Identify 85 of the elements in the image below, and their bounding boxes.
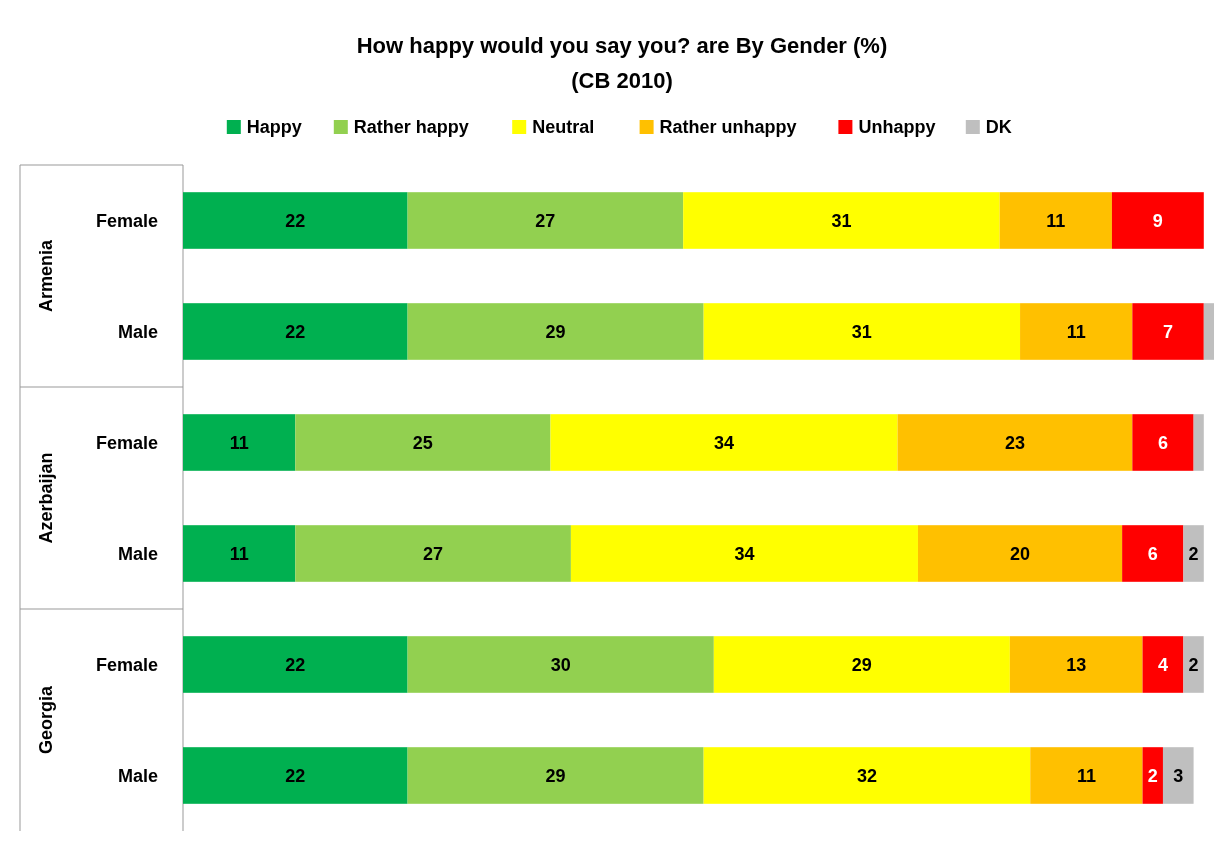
- bar: [917, 525, 1123, 582]
- bar: [1193, 414, 1204, 471]
- bar: [1142, 747, 1163, 804]
- y-tick-label: Female: [95, 432, 158, 453]
- bar: [295, 525, 571, 582]
- bar: [295, 414, 551, 471]
- y-tick-label: Female: [95, 210, 158, 231]
- bar: [1183, 636, 1204, 693]
- bar: [1020, 303, 1133, 360]
- data-label: 22: [285, 654, 306, 675]
- data-label: 31: [851, 321, 872, 342]
- y-tick-label: Male: [117, 321, 158, 342]
- data-label: 11: [229, 543, 249, 564]
- bar: [1183, 525, 1204, 582]
- data-label: 9: [1152, 210, 1163, 231]
- data-label: 4: [1157, 654, 1168, 675]
- data-label: 25: [412, 432, 433, 453]
- y-tick-label: Male: [117, 543, 158, 564]
- bar: [570, 525, 918, 582]
- data-label: 29: [851, 654, 872, 675]
- data-label: 29: [545, 321, 566, 342]
- y-tick-label: Male: [117, 765, 158, 786]
- data-label: 20: [1010, 543, 1031, 564]
- legend-label: Rather unhappy: [659, 117, 797, 138]
- bar: [183, 303, 408, 360]
- bar: [550, 414, 898, 471]
- data-label: 22: [285, 210, 306, 231]
- bar: [407, 192, 684, 249]
- data-label: 27: [423, 543, 444, 564]
- data-label: 6: [1147, 543, 1158, 564]
- bar: [1132, 303, 1204, 360]
- text: Armenia: [36, 239, 57, 313]
- bar: [1122, 525, 1184, 582]
- data-label: 29: [545, 765, 566, 786]
- data-label: 34: [734, 543, 755, 564]
- data-label: 22: [285, 765, 306, 786]
- text: Azerbaijan: [36, 452, 57, 544]
- bar: [1142, 636, 1184, 693]
- data-label: 30: [550, 654, 571, 675]
- data-label: 31: [831, 210, 852, 231]
- data-label: 2: [1188, 654, 1199, 675]
- data-label: 13: [1066, 654, 1087, 675]
- data-label: 11: [1046, 210, 1066, 231]
- data-label: 2: [1147, 765, 1158, 786]
- bar: [407, 636, 714, 693]
- data-label: 22: [285, 321, 306, 342]
- data-label: 7: [1163, 321, 1174, 342]
- data-label: 32: [856, 765, 877, 786]
- bar: [407, 747, 704, 804]
- bar: [183, 636, 408, 693]
- legend-label: Rather happy: [353, 117, 469, 138]
- data-label: 2: [1188, 543, 1199, 564]
- bar: [703, 303, 1021, 360]
- y-tick-label: Female: [95, 654, 158, 675]
- bar: [1162, 747, 1194, 804]
- bar: [897, 414, 1133, 471]
- data-label: 11: [1076, 765, 1096, 786]
- legend-label: DK: [985, 117, 1012, 138]
- bar: [407, 303, 704, 360]
- data-label: 3: [1173, 765, 1184, 786]
- bar: [183, 525, 296, 582]
- bar: [1030, 747, 1143, 804]
- bar: [1203, 303, 1214, 360]
- data-label: 27: [535, 210, 556, 231]
- bar: [183, 414, 296, 471]
- chart-title: How happy would you say you? are By Gender (%): [356, 32, 888, 58]
- bar: [683, 192, 1000, 249]
- bar: [703, 747, 1031, 804]
- bar: [999, 192, 1112, 249]
- data-label: 11: [229, 432, 249, 453]
- data-label: 6: [1157, 432, 1168, 453]
- bar: [183, 192, 408, 249]
- text: Georgia: [36, 685, 57, 755]
- bar: [713, 636, 1010, 693]
- bar: [1009, 636, 1143, 693]
- chart-subtitle: (CB 2010): [571, 67, 673, 93]
- bar: [1132, 414, 1194, 471]
- legend-label: Happy: [246, 117, 302, 138]
- bar: [183, 747, 408, 804]
- data-label: 34: [714, 432, 735, 453]
- bar: [1111, 192, 1204, 249]
- legend-label: Neutral: [532, 117, 595, 138]
- data-label: 11: [1066, 321, 1086, 342]
- legend-label: Unhappy: [858, 117, 936, 138]
- data-label: 23: [1004, 432, 1025, 453]
